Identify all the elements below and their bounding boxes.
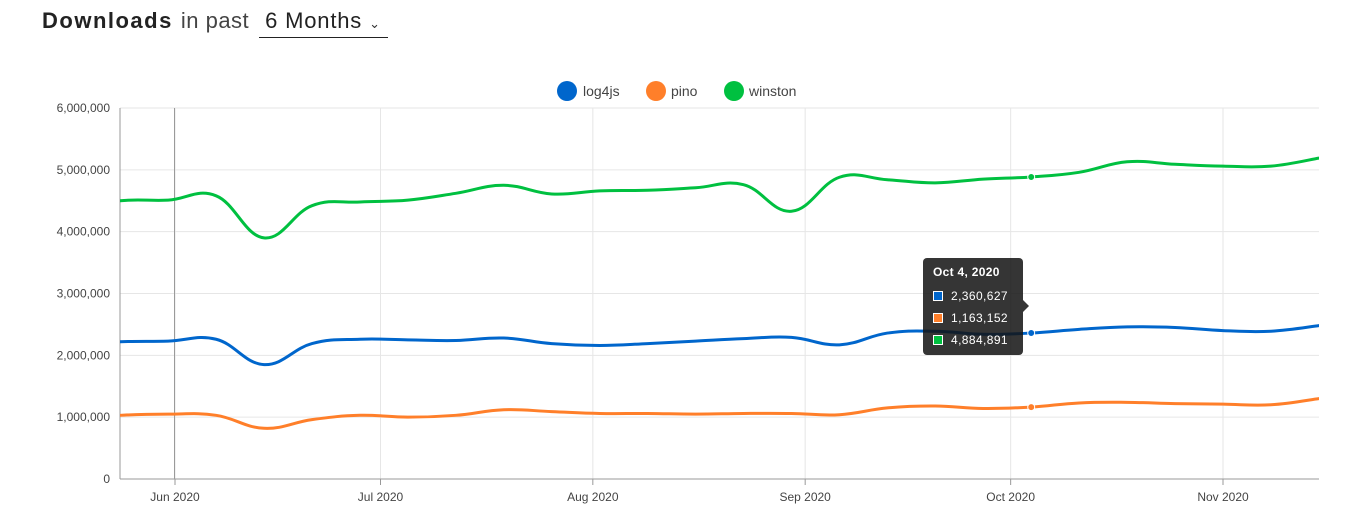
tooltip-value-pino: 1,163,152 <box>951 311 1008 325</box>
series-line-pino <box>120 397 1319 430</box>
y-tick-label: 2,000,000 <box>57 348 111 362</box>
tooltip-swatch-log4js <box>933 291 943 301</box>
x-tick-label: Oct 2020 <box>986 490 1035 504</box>
tooltip-row-winston: 4,884,891 <box>933 329 1013 351</box>
x-tick-label: Jun 2020 <box>150 490 200 504</box>
tooltip-swatch-winston <box>933 335 943 345</box>
x-tick-label: Jul 2020 <box>358 490 404 504</box>
x-tick-label: Nov 2020 <box>1197 490 1249 504</box>
chart-tooltip: Oct 4, 2020 2,360,627 1,163,152 4,884,89… <box>923 258 1029 355</box>
period-value: 6 Months <box>265 8 363 33</box>
tooltip-point-log4js <box>1027 329 1036 338</box>
chevron-down-icon: ⌄ <box>369 16 380 31</box>
header-title: Downloads <box>42 8 173 33</box>
y-tick-label: 1,000,000 <box>57 410 111 424</box>
y-tick-label: 4,000,000 <box>57 225 111 239</box>
legend-marker-winston <box>724 81 744 101</box>
legend-label-winston: winston <box>748 83 796 99</box>
legend-marker-pino <box>646 81 666 101</box>
header-subtitle: in past <box>180 8 250 33</box>
tooltip-value-log4js: 2,360,627 <box>951 289 1008 303</box>
y-tick-label: 6,000,000 <box>57 101 111 115</box>
legend-marker-log4js <box>557 81 577 101</box>
tooltip-point-pino <box>1027 403 1036 412</box>
tooltip-swatch-pino <box>933 313 943 323</box>
tooltip-row-pino: 1,163,152 <box>933 307 1013 329</box>
y-tick-label: 0 <box>103 472 110 486</box>
series-line-winston <box>120 156 1319 240</box>
period-dropdown[interactable]: 6 Months ⌄ <box>259 8 388 38</box>
tooltip-point-winston <box>1027 172 1036 181</box>
legend-label-pino: pino <box>671 83 698 99</box>
legend-label-log4js: log4js <box>583 83 620 99</box>
tooltip-title: Oct 4, 2020 <box>933 265 1000 279</box>
y-tick-label: 5,000,000 <box>57 163 111 177</box>
series-line-log4js <box>120 324 1319 367</box>
x-tick-label: Sep 2020 <box>779 490 831 504</box>
tooltip-row-log4js: 2,360,627 <box>933 285 1013 307</box>
y-tick-label: 3,000,000 <box>57 287 111 301</box>
x-tick-label: Aug 2020 <box>567 490 619 504</box>
tooltip-value-winston: 4,884,891 <box>951 333 1008 347</box>
downloads-header: Downloads in past 6 Months ⌄ <box>42 8 388 40</box>
